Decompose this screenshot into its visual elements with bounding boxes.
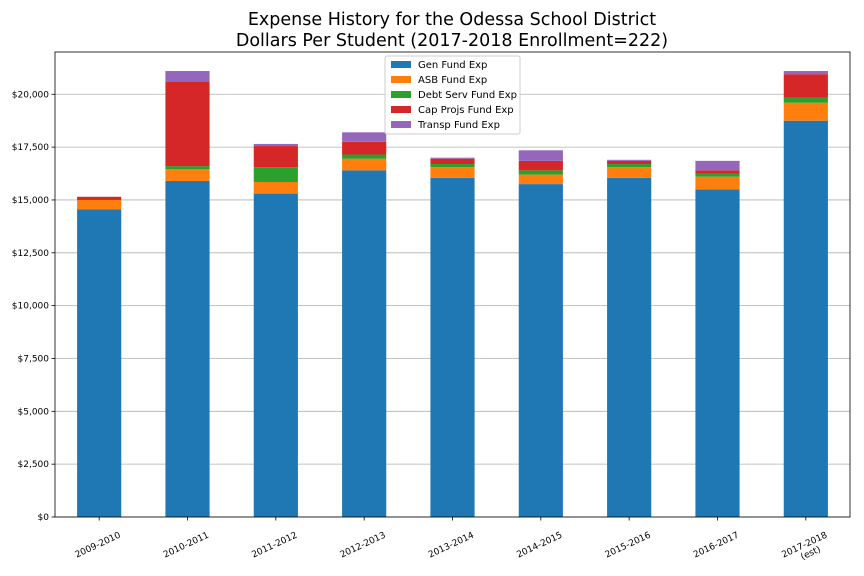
- y-tick-label: $17,500: [12, 143, 49, 153]
- x-tick-label-line: 2012-2013: [339, 531, 388, 561]
- bar-segment: [165, 166, 210, 170]
- bar-segment: [695, 160, 740, 171]
- bar-segment: [695, 189, 740, 518]
- bar-segment: [783, 74, 828, 98]
- bar-segment: [518, 170, 563, 175]
- x-tick-label-line: 2016-2017: [692, 531, 741, 561]
- bar-segment: [695, 176, 740, 190]
- y-axis-ticks: $0 $2,500 $5,000 $7,500 $10,000 $12,500 $15,00…: [12, 90, 55, 523]
- legend-box: [384, 55, 521, 135]
- legend-swatch: [391, 106, 411, 113]
- bar-segment: [342, 170, 387, 517]
- legend-label: Transp Fund Exp: [417, 120, 500, 131]
- x-tick-label: 2012-2013: [339, 531, 388, 561]
- x-tick-label-line: 2015-2016: [604, 531, 653, 561]
- bar-segment: [165, 81, 210, 167]
- bar-segment: [607, 177, 652, 518]
- y-tick-label: $7,500: [18, 354, 50, 364]
- bar-segment: [607, 160, 652, 165]
- x-tick-label: 2009-2010: [74, 531, 123, 561]
- x-axis-ticks: 2009-2010 2010-2011 2011-2012 2012-2013 2013…: [74, 517, 833, 570]
- bar-segment: [253, 146, 298, 168]
- bar-segment: [430, 158, 475, 165]
- legend-label: Cap Projs Fund Exp: [418, 105, 514, 116]
- x-tick-label: 2015-2016: [604, 531, 653, 561]
- y-tick-label: $10,000: [12, 302, 49, 312]
- x-tick-label: 2014-2015: [515, 531, 564, 561]
- bar-segment: [253, 143, 298, 147]
- bar-segment: [430, 177, 475, 518]
- bar-segment: [253, 167, 298, 182]
- legend-label: Gen Fund Exp: [418, 60, 487, 71]
- bar-segment: [518, 174, 563, 185]
- bar-segment: [783, 102, 828, 121]
- bar-segment: [342, 158, 387, 171]
- y-tick-label: $20,000: [12, 90, 49, 100]
- bar-segment: [342, 132, 387, 142]
- y-tick-label: $15,000: [12, 196, 49, 206]
- legend-label: Debt Serv Fund Exp: [418, 90, 517, 101]
- bar-segment: [783, 120, 828, 518]
- bar-segment: [253, 193, 298, 517]
- bar-segment: [77, 199, 122, 210]
- x-tick-label-line: 2010-2011: [162, 531, 211, 561]
- bar-segment: [342, 141, 387, 155]
- bar-segment: [783, 71, 828, 75]
- bar-segment: [607, 159, 652, 161]
- bar-segment: [430, 157, 475, 159]
- bar-segment: [77, 209, 122, 517]
- legend-swatch: [391, 76, 411, 83]
- bar-segment: [165, 169, 210, 181]
- legend-swatch: [391, 61, 411, 68]
- x-tick-label: 2013-2014: [427, 531, 476, 561]
- bar-segment: [165, 180, 210, 517]
- bar-segment: [77, 196, 122, 200]
- bar-segment: [518, 160, 563, 171]
- x-tick-label: 2017-2018(est): [780, 531, 833, 570]
- x-tick-label-line: 2009-2010: [74, 531, 123, 561]
- bar-segment: [518, 184, 563, 517]
- legend-swatch: [391, 91, 411, 98]
- x-tick-label-line: 2014-2015: [515, 531, 564, 561]
- bar-segment: [253, 181, 298, 194]
- bar-segment: [607, 164, 652, 168]
- y-tick-label: $5,000: [18, 407, 50, 417]
- y-tick-label: $12,500: [12, 249, 49, 259]
- bar-segment: [695, 170, 740, 174]
- x-tick-label-line: 2013-2014: [427, 531, 476, 561]
- bar-segment: [430, 167, 475, 178]
- bar-segment: [695, 173, 740, 177]
- bars: [77, 71, 828, 518]
- bar-segment: [783, 97, 828, 103]
- legend-label: ASB Fund Exp: [418, 75, 487, 86]
- x-tick-label-line: 2011-2012: [250, 531, 299, 561]
- bar-segment: [430, 164, 475, 168]
- bar-segment: [342, 154, 387, 159]
- bar-segment: [518, 150, 563, 161]
- bar-segment: [165, 71, 210, 82]
- chart-title-line-1: Expense History for the Odessa School Di…: [248, 10, 656, 30]
- y-tick-label: $2,500: [18, 460, 50, 470]
- legend: Gen Fund Exp ASB Fund Exp Debt Serv Fund E…: [384, 55, 521, 135]
- x-tick-label: 2016-2017: [692, 531, 741, 561]
- x-tick-label: 2011-2012: [250, 531, 299, 561]
- chart-title-line-2: Dollars Per Student (2017-2018 Enrollmen…: [236, 31, 668, 51]
- bar-segment: [607, 167, 652, 178]
- x-tick-label: 2010-2011: [162, 531, 211, 561]
- y-tick-label: $0: [38, 513, 50, 523]
- legend-swatch: [391, 121, 411, 128]
